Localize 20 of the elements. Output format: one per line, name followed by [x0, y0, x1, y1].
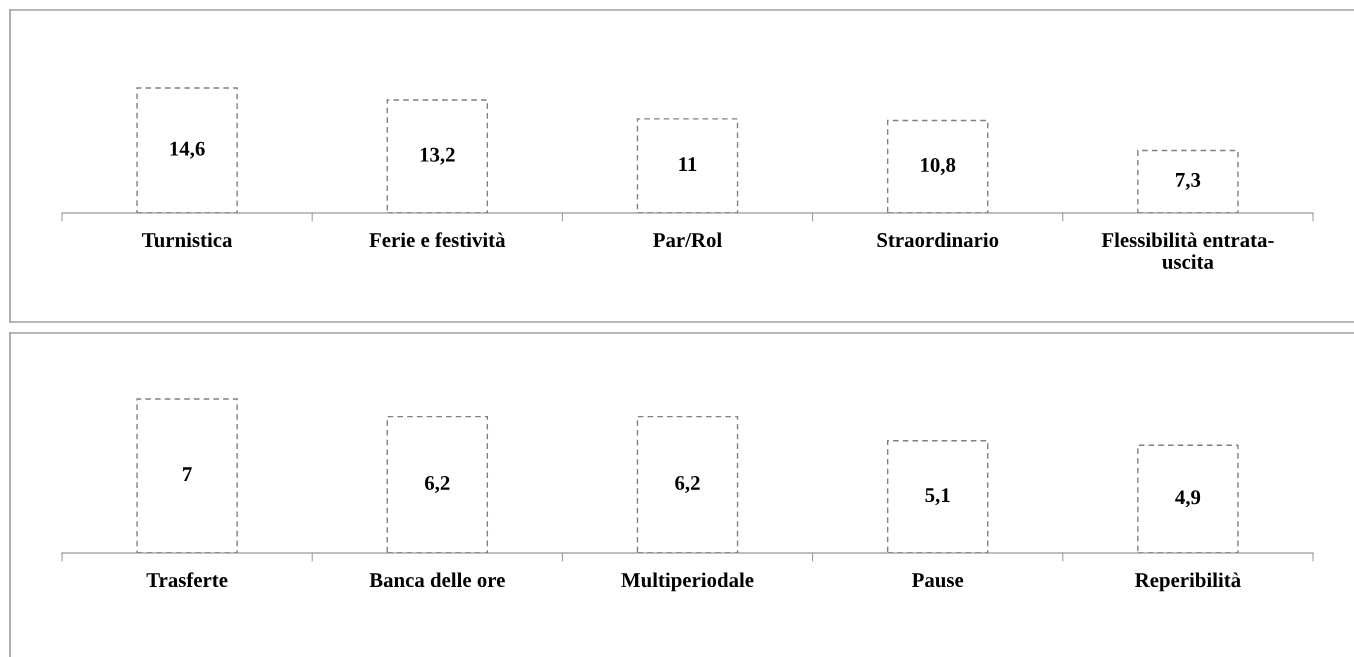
data-label: 10,8: [921, 157, 956, 175]
data-label: 11: [679, 157, 697, 171]
x-tick-label: Pause: [912, 573, 964, 588]
data-label: 13,2: [420, 147, 455, 165]
data-label: 6,2: [675, 476, 700, 494]
data-label: 7,3: [1176, 172, 1201, 190]
x-tick-label: Straordinario: [877, 232, 999, 248]
x-tick-label: Flessibilità entrata- uscita: [1101, 232, 1274, 269]
data-label: 5,1: [925, 488, 950, 506]
x-tick-label: Multiperiodale: [621, 572, 754, 592]
data-label: 14,6: [170, 141, 205, 159]
x-tick-label: Ferie e festività: [369, 232, 506, 248]
data-label: 4,9: [1175, 490, 1201, 508]
x-tick-label: Par/Rol: [653, 232, 722, 248]
x-tick-label: Trasferte: [146, 572, 228, 588]
data-label: 7: [183, 467, 192, 482]
x-tick-label: Banca delle ore: [369, 572, 505, 588]
x-tick-label: Reperibilità: [1135, 572, 1241, 592]
data-label: 6,2: [424, 476, 450, 494]
x-tick-label: Turnistica: [142, 232, 233, 248]
